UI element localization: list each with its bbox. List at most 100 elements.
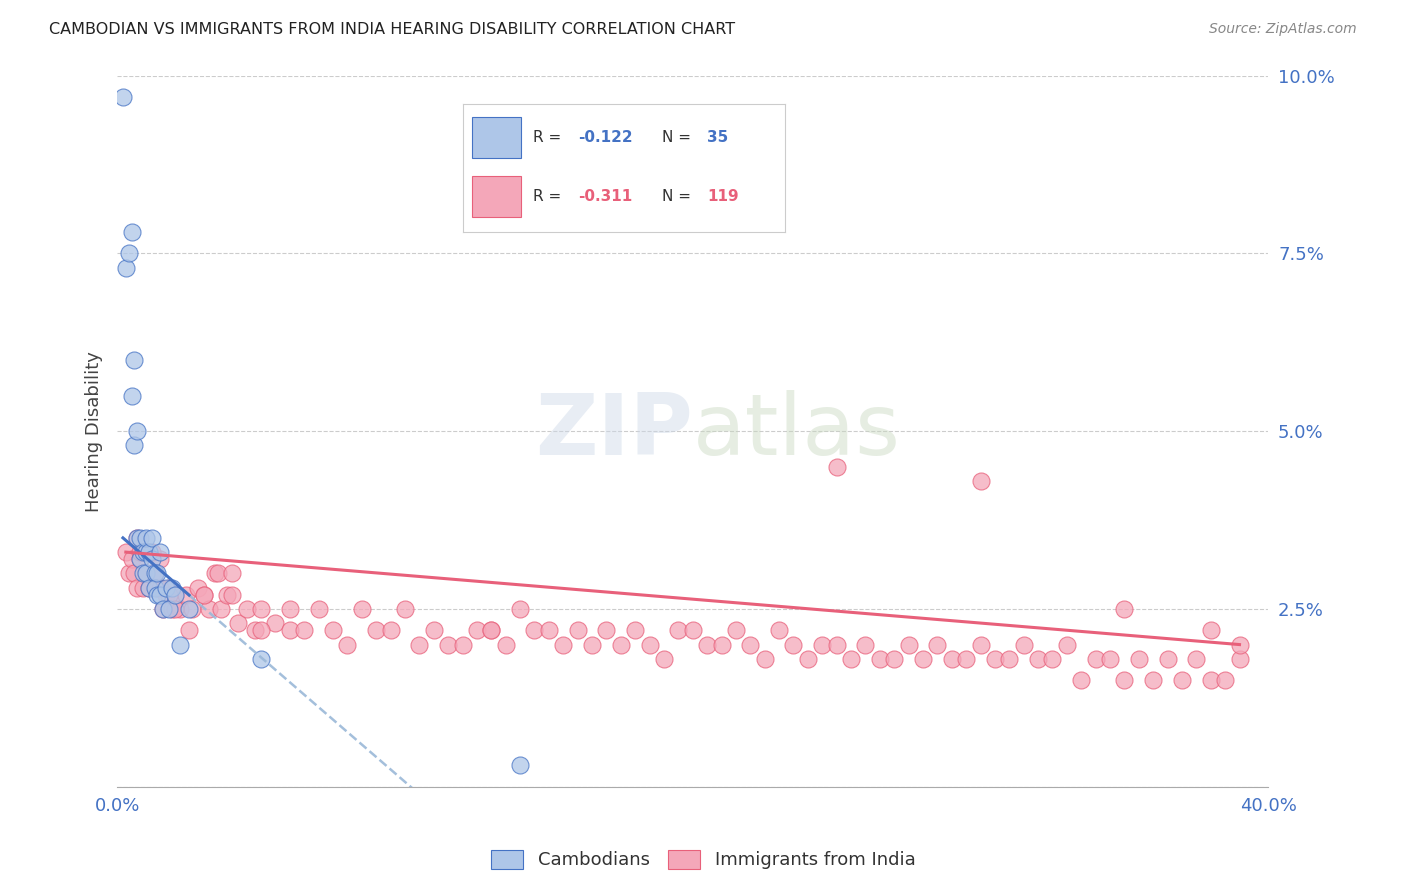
Point bbox=[143, 581, 166, 595]
Point bbox=[250, 624, 273, 638]
Point bbox=[226, 616, 249, 631]
Point bbox=[652, 652, 675, 666]
Point bbox=[149, 552, 172, 566]
Point bbox=[264, 616, 287, 631]
Point bbox=[138, 545, 160, 559]
Point bbox=[1084, 652, 1107, 666]
Point bbox=[160, 581, 183, 595]
Point bbox=[1199, 624, 1222, 638]
Point bbox=[155, 588, 177, 602]
Point bbox=[509, 602, 531, 616]
Point bbox=[235, 602, 257, 616]
Point bbox=[135, 566, 157, 581]
Point bbox=[537, 624, 560, 638]
Point bbox=[132, 545, 155, 559]
Point bbox=[149, 588, 172, 602]
Point bbox=[782, 638, 804, 652]
Point bbox=[114, 260, 136, 275]
Point bbox=[380, 624, 402, 638]
Point bbox=[127, 581, 149, 595]
Point bbox=[797, 652, 820, 666]
Point bbox=[221, 588, 243, 602]
Point bbox=[408, 638, 430, 652]
Point bbox=[204, 566, 226, 581]
Point bbox=[581, 638, 603, 652]
Point bbox=[146, 581, 169, 595]
Point bbox=[1056, 638, 1078, 652]
Point bbox=[479, 624, 502, 638]
Point bbox=[523, 624, 546, 638]
Point bbox=[666, 624, 689, 638]
Point bbox=[135, 566, 157, 581]
Point bbox=[179, 602, 201, 616]
Point bbox=[969, 474, 991, 488]
Point bbox=[811, 638, 834, 652]
Point bbox=[129, 531, 152, 545]
Point bbox=[595, 624, 617, 638]
Point bbox=[984, 652, 1007, 666]
Point bbox=[169, 602, 191, 616]
Point bbox=[322, 624, 344, 638]
Point bbox=[1070, 673, 1092, 687]
Point bbox=[1026, 652, 1049, 666]
Point bbox=[169, 638, 191, 652]
Point bbox=[141, 566, 163, 581]
Point bbox=[422, 624, 444, 638]
Point bbox=[278, 602, 301, 616]
Point bbox=[135, 566, 157, 581]
Point bbox=[114, 545, 136, 559]
Text: ZIP: ZIP bbox=[536, 390, 693, 473]
Point bbox=[1229, 652, 1251, 666]
Point bbox=[163, 588, 186, 602]
Point bbox=[118, 566, 141, 581]
Point bbox=[278, 624, 301, 638]
Point bbox=[682, 624, 704, 638]
Point bbox=[768, 624, 790, 638]
Point bbox=[710, 638, 733, 652]
Point bbox=[157, 602, 180, 616]
Y-axis label: Hearing Disability: Hearing Disability bbox=[86, 351, 103, 512]
Point bbox=[897, 638, 920, 652]
Point bbox=[143, 566, 166, 581]
Point bbox=[141, 545, 163, 559]
Point bbox=[163, 602, 186, 616]
Point bbox=[553, 638, 575, 652]
Point bbox=[129, 552, 152, 566]
Point bbox=[152, 602, 174, 616]
Point bbox=[121, 552, 143, 566]
Point bbox=[250, 602, 273, 616]
Point bbox=[157, 581, 180, 595]
Point bbox=[141, 552, 163, 566]
Point bbox=[1199, 673, 1222, 687]
Point bbox=[451, 638, 474, 652]
Point bbox=[198, 602, 221, 616]
Point bbox=[724, 624, 747, 638]
Point bbox=[567, 624, 589, 638]
Point bbox=[911, 652, 934, 666]
Point bbox=[1185, 652, 1208, 666]
Point bbox=[152, 602, 174, 616]
Point bbox=[187, 581, 209, 595]
Text: Source: ZipAtlas.com: Source: ZipAtlas.com bbox=[1209, 22, 1357, 37]
Point bbox=[1012, 638, 1035, 652]
Point bbox=[1171, 673, 1194, 687]
Point bbox=[163, 588, 186, 602]
Point bbox=[132, 581, 155, 595]
Point bbox=[1128, 652, 1150, 666]
Point bbox=[839, 652, 862, 666]
Point bbox=[465, 624, 488, 638]
Point bbox=[135, 545, 157, 559]
Point bbox=[149, 581, 172, 595]
Point bbox=[624, 624, 647, 638]
Point bbox=[245, 624, 267, 638]
Point bbox=[129, 552, 152, 566]
Point bbox=[138, 581, 160, 595]
Point bbox=[146, 566, 169, 581]
Point bbox=[129, 545, 152, 559]
Point bbox=[160, 602, 183, 616]
Point bbox=[869, 652, 891, 666]
Point bbox=[127, 531, 149, 545]
Point bbox=[209, 602, 232, 616]
Point bbox=[124, 438, 146, 452]
Point bbox=[825, 638, 848, 652]
